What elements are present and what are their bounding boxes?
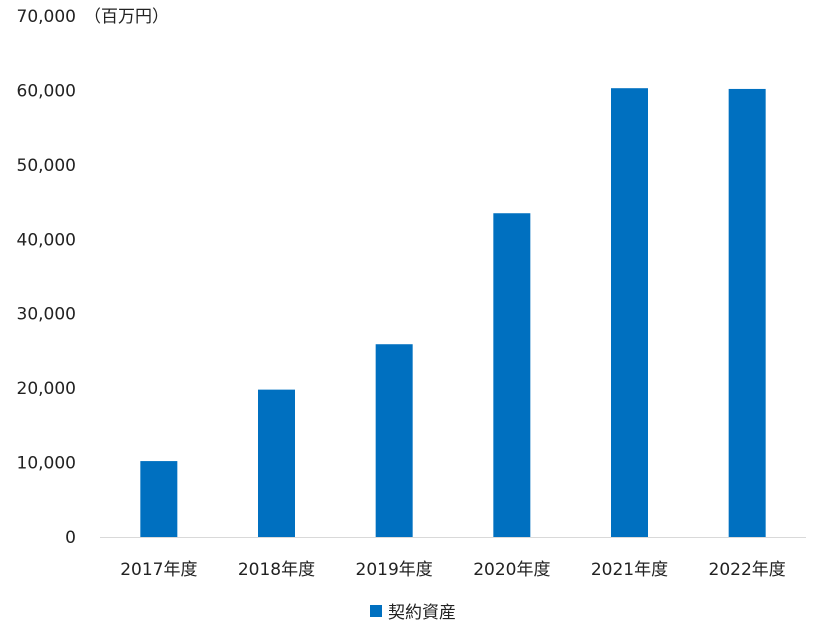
legend-label: 契約資産: [388, 603, 456, 623]
y-tick-label: 40,000: [17, 230, 76, 250]
x-tick-label: 2019年度: [356, 560, 433, 580]
y-tick-label: 0: [65, 528, 76, 548]
bars: [140, 88, 766, 538]
x-tick-label: 2018年度: [238, 560, 315, 580]
bar: [728, 88, 766, 537]
y-unit-label: （百万円）: [84, 7, 169, 27]
bar: [140, 461, 178, 537]
y-tick-label: 60,000: [17, 81, 76, 101]
bar: [611, 88, 648, 538]
legend: 契約資産: [370, 598, 456, 623]
y-tick-label: 20,000: [17, 379, 76, 399]
y-tick-label: 70,000: [17, 7, 76, 27]
x-tick-label: 2017年度: [120, 560, 197, 580]
bar: [258, 389, 295, 537]
y-tick-label: 50,000: [17, 156, 76, 176]
x-tick-label: 2020年度: [473, 560, 550, 580]
y-tick-label: 10,000: [17, 454, 76, 474]
x-axis: 2017年度 2018年度 2019年度 2020年度 2021年度 2022年度: [120, 560, 786, 580]
bar: [375, 344, 413, 537]
bar: [493, 213, 531, 537]
y-tick-label: 30,000: [17, 305, 76, 325]
y-axis: 0 10,000 20,000 30,000 40,000 50,000 60,000 70,…: [17, 7, 169, 548]
x-tick-label: 2021年度: [591, 560, 668, 580]
legend-swatch: [370, 604, 382, 617]
x-tick-label: 2022年度: [709, 560, 786, 580]
